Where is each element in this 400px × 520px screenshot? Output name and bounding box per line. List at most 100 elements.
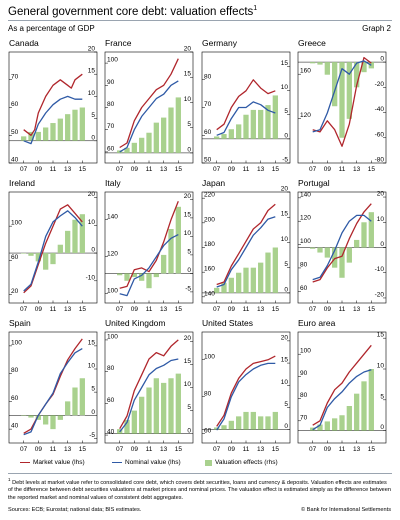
right-tick-label: -10	[86, 274, 96, 281]
right-tick-label: 15	[281, 357, 289, 364]
nominal-value-line	[312, 214, 372, 281]
valuation-bar	[21, 136, 27, 141]
valuation-bar	[324, 247, 330, 258]
valuation-bar	[361, 62, 367, 73]
title-footnote-marker: 1	[253, 5, 258, 12]
valuation-bar	[65, 401, 71, 416]
right-tick-label: 5	[187, 121, 191, 128]
valuation-bar	[131, 273, 137, 278]
valuation-bar	[72, 387, 78, 416]
x-tick-label: 09	[131, 166, 139, 173]
x-tick-label: 13	[353, 166, 361, 173]
left-tick-label: 100	[107, 287, 118, 294]
nominal-value-line	[312, 369, 372, 431]
x-tick-label: 13	[160, 166, 168, 173]
valuation-bar	[124, 147, 130, 153]
valuation-bar	[28, 253, 34, 256]
valuation-bar	[35, 253, 41, 262]
left-tick-label: 60	[300, 285, 308, 292]
right-tick-label: 20	[184, 46, 192, 53]
panel-title-ireland: Ireland	[9, 178, 35, 188]
x-tick-label: 09	[324, 306, 332, 313]
x-tick-label: 07	[213, 446, 221, 453]
panel-title-united-states: United States	[202, 318, 253, 328]
left-tick-label: 20	[11, 288, 19, 295]
right-tick-label: 0	[284, 132, 288, 139]
x-tick-label: 09	[131, 446, 139, 453]
panel-title-germany: Germany	[202, 38, 238, 48]
right-tick-label: 10	[377, 216, 385, 223]
nominal-value-line	[216, 216, 276, 288]
right-tick-label: 20	[184, 193, 192, 200]
right-tick-label: 20	[88, 46, 96, 53]
right-tick-label: 5	[380, 393, 384, 400]
valuation-bar	[50, 253, 56, 265]
x-tick-label: 15	[79, 166, 87, 173]
right-tick-label: 5	[284, 108, 288, 115]
page-subtitle: As a percentage of GDP	[8, 24, 95, 33]
left-tick-label: 40	[11, 423, 19, 430]
valuation-bar	[43, 415, 49, 425]
valuation-bar	[243, 411, 249, 430]
x-tick-label: 15	[368, 306, 376, 313]
valuation-bar	[124, 419, 130, 434]
x-tick-label: 11	[339, 166, 346, 173]
x-tick-label: 11	[146, 166, 153, 173]
valuation-bar	[310, 247, 316, 249]
right-tick-label: 10	[184, 381, 192, 388]
valuation-bar	[310, 62, 316, 64]
right-tick-label: 15	[281, 211, 289, 218]
x-tick-label: 09	[35, 446, 43, 453]
valuation-bar	[317, 424, 323, 431]
x-tick-label: 15	[272, 446, 280, 453]
panel-title-euro-area: Euro area	[298, 318, 336, 328]
valuation-bar	[243, 267, 249, 293]
panel-title-japan: Japan	[202, 178, 225, 188]
x-tick-label: 15	[175, 166, 183, 173]
x-tick-label: 15	[272, 306, 280, 313]
legend-item-nominal: Nominal value (lhs)	[112, 459, 181, 466]
x-tick-label: 07	[20, 306, 28, 313]
panel-title-canada: Canada	[9, 38, 39, 48]
valuation-bar	[265, 105, 271, 139]
valuation-bar	[168, 107, 174, 153]
x-tick-label: 13	[160, 446, 168, 453]
right-tick-label: 0	[187, 267, 191, 274]
valuation-bar	[131, 410, 137, 434]
panel-united-kingdom: United Kingdom 40 60 80 100 0 5 10 15 20 07 09 11 13 1…	[104, 318, 194, 453]
valuation-bar	[332, 247, 338, 268]
valuation-bar	[153, 122, 159, 153]
x-tick-label: 09	[228, 446, 236, 453]
x-tick-label: 09	[228, 306, 236, 313]
footnote-text: Debt levels at market value refer to con…	[8, 479, 391, 502]
left-tick-label: 80	[107, 101, 115, 108]
panel-germany: Germany 50 60 70 80 -5 0 5 10 15 07 09 11 13 15	[201, 38, 291, 173]
right-tick-label: 0	[380, 241, 384, 248]
valuation-bar	[265, 416, 271, 430]
x-tick-label: 11	[243, 306, 250, 313]
right-tick-label: 20	[184, 335, 192, 342]
panel-japan: Japan 140 160 180 200 220 0 5 10 15 20 07 09 11 13 15	[201, 178, 291, 313]
valuation-bar	[317, 62, 323, 65]
x-tick-label: 09	[228, 166, 236, 173]
left-tick-label: 160	[300, 68, 311, 75]
valuation-bar	[265, 252, 271, 293]
x-tick-label: 11	[50, 166, 57, 173]
right-tick-label: 10	[184, 96, 192, 103]
x-tick-label: 07	[20, 446, 28, 453]
valuation-bar	[139, 137, 145, 153]
right-tick-label: -5	[185, 285, 191, 292]
left-tick-label: 60	[107, 397, 115, 404]
x-tick-label: 13	[64, 446, 72, 453]
right-tick-label: 5	[187, 248, 191, 255]
x-tick-label: 09	[35, 166, 43, 173]
left-tick-label: 160	[204, 266, 215, 273]
right-tick-label: -80	[375, 157, 385, 164]
right-tick-label: 10	[88, 363, 96, 370]
valuation-bar	[361, 381, 367, 431]
right-tick-label: -20	[375, 81, 385, 88]
footnote-divider	[8, 473, 392, 474]
left-tick-label: 100	[11, 220, 22, 227]
right-tick-label: 0	[91, 134, 95, 141]
left-tick-label: 140	[204, 290, 215, 297]
